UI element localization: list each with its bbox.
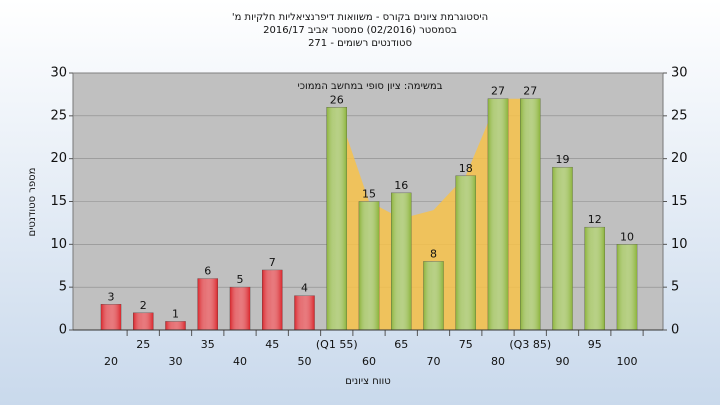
bar-shade	[552, 167, 573, 330]
y2-tick-label: 10	[671, 237, 688, 252]
bar-shade	[423, 261, 444, 330]
y2-tick-label: 15	[671, 194, 688, 209]
bar-shade	[391, 192, 412, 330]
y-tick-label: 10	[50, 237, 67, 252]
bar-shade	[197, 278, 218, 330]
value-label: 18	[459, 162, 473, 175]
bar-shade	[133, 312, 154, 330]
x-tick-label: 100	[617, 355, 638, 368]
x-tick-label: 75	[459, 338, 473, 351]
value-label: 4	[301, 282, 308, 295]
y2-tick-label: 25	[671, 108, 688, 123]
bar-shade	[230, 287, 250, 330]
x-tick-label: 90	[556, 355, 570, 368]
value-label: 10	[620, 230, 634, 243]
y-tick-label: 5	[59, 280, 67, 295]
chart-title: היסטוגרמת ציונים בקורס - משוואות דיפרנצי…	[232, 12, 488, 23]
value-label: 6	[204, 265, 211, 278]
bar-shade	[488, 98, 508, 330]
y2-tick-label: 0	[671, 323, 679, 338]
x-tick-label: 50	[298, 355, 312, 368]
x-tick-label: 25	[136, 338, 150, 351]
value-label: 3	[108, 290, 115, 303]
bar-shade	[165, 321, 186, 330]
y-tick-label: 0	[59, 323, 67, 338]
chart-subtitle: בסמסטר (02/2016) סמסטר אביב 2016/17	[263, 25, 457, 36]
y2-tick-label: 30	[671, 66, 688, 81]
value-label: 8	[430, 247, 437, 260]
value-label: 5	[237, 273, 244, 286]
bar-shade	[294, 295, 315, 330]
x-tick-label: 45	[265, 338, 279, 351]
x-axis-title: טווח ציונים	[345, 376, 390, 387]
x-tick-label: 95	[588, 338, 602, 351]
value-label: 12	[588, 213, 602, 226]
bar-shade	[101, 304, 121, 330]
y-tick-label: 15	[50, 194, 67, 209]
x-tick-label: 20	[104, 355, 118, 368]
x-tick-label: 80	[491, 355, 505, 368]
x-tick-label: 70	[427, 355, 441, 368]
x-tick-label: (Q1 55)	[316, 338, 358, 351]
value-label: 27	[491, 85, 505, 98]
bar-shade	[584, 227, 605, 330]
x-tick-label: (Q3 85)	[509, 338, 551, 351]
y-tick-label: 20	[50, 151, 67, 166]
x-tick-label: 35	[201, 338, 215, 351]
bar-shade	[617, 244, 637, 330]
value-label: 2	[140, 299, 147, 312]
x-tick-label: 65	[394, 338, 408, 351]
chart-subtitle: סטודנטים רשומים - 271	[308, 38, 412, 49]
iqr-area	[336, 98, 531, 330]
value-label: 27	[523, 85, 537, 98]
value-label: 15	[362, 188, 376, 201]
bar-shade	[262, 270, 283, 330]
y2-tick-label: 5	[671, 280, 679, 295]
x-tick-label: 60	[362, 355, 376, 368]
y2-tick-label: 20	[671, 151, 688, 166]
value-label: 26	[330, 93, 344, 106]
value-label: 1	[172, 307, 179, 320]
x-tick-label: 40	[233, 355, 247, 368]
bar-shade	[455, 175, 476, 330]
value-label: 19	[556, 153, 570, 166]
value-label: 7	[269, 256, 276, 269]
y-tick-label: 25	[50, 108, 67, 123]
bar-shade	[520, 98, 541, 330]
y-tick-label: 30	[50, 66, 67, 81]
annotation: במשימה: ציון סופי במחשב הממוכי	[298, 81, 443, 92]
bar-shade	[326, 107, 347, 331]
y-axis-title: מספר סטודנטים	[27, 168, 38, 237]
x-tick-label: 30	[169, 355, 183, 368]
value-label: 16	[394, 179, 408, 192]
bar-shade	[359, 201, 379, 330]
